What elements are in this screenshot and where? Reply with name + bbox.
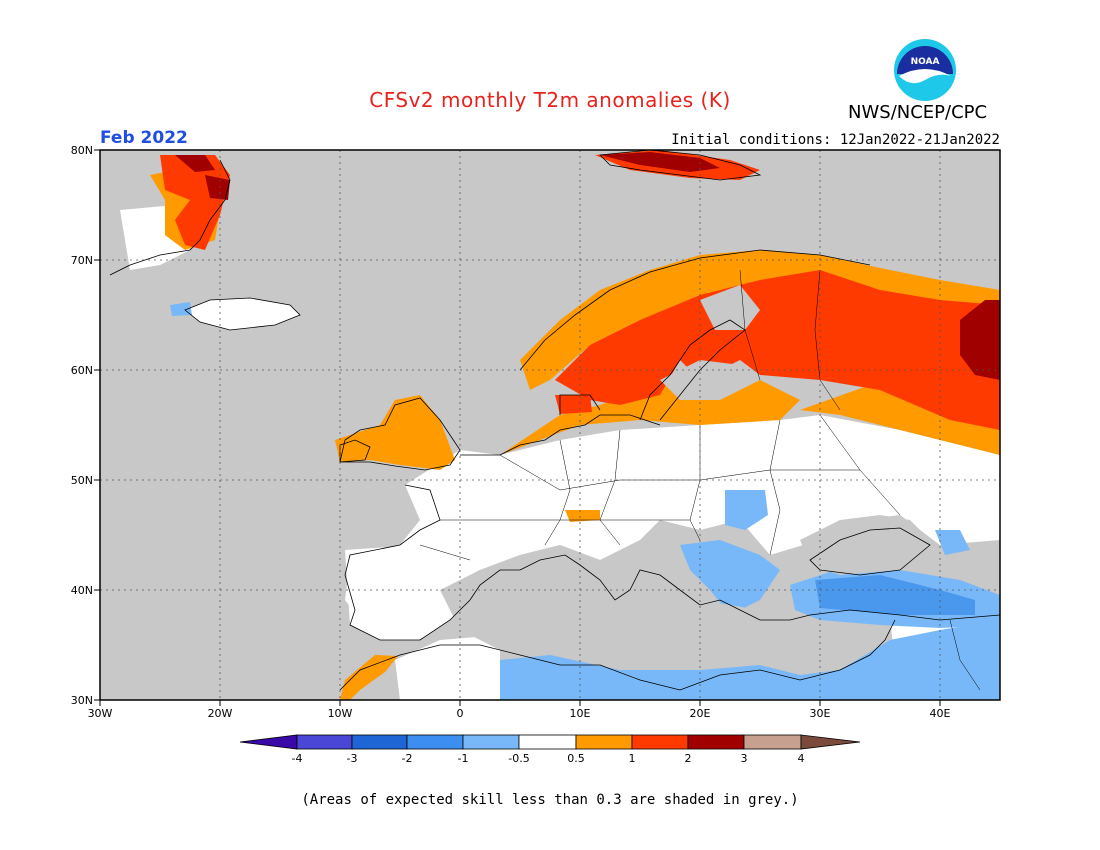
coastlines bbox=[109, 150, 1000, 691]
region-warmer-scandinavia bbox=[555, 270, 1000, 430]
colorbar-swatch bbox=[518, 734, 577, 750]
region-cool-black-sea-ne bbox=[935, 530, 970, 555]
forecast-month: Feb 2022 bbox=[100, 128, 188, 148]
colorbar-label: -3 bbox=[347, 752, 358, 765]
chart-title: CFSv2 monthly T2m anomalies (K) bbox=[369, 88, 731, 112]
region-neutral-iceland bbox=[185, 298, 300, 330]
x-tick-label: 20W bbox=[208, 707, 233, 720]
region-lowskill-black-sea bbox=[800, 515, 935, 575]
region-hot-russia-east bbox=[960, 300, 1000, 380]
anomaly-regions bbox=[120, 150, 1000, 700]
region-lowskill-baltic bbox=[660, 360, 760, 400]
colorbar-label: -4 bbox=[292, 752, 303, 765]
y-tick-label: 50N bbox=[71, 474, 93, 487]
colorbar-label: 0.5 bbox=[567, 752, 585, 765]
ticks bbox=[94, 149, 941, 706]
colorbar-label: 4 bbox=[798, 752, 805, 765]
region-warm-alps bbox=[565, 510, 600, 522]
x-tick-label: 0 bbox=[457, 707, 464, 720]
svg-text:NOAA: NOAA bbox=[911, 57, 940, 67]
colorbar-label: -0.5 bbox=[508, 752, 529, 765]
colorbar-label: -1 bbox=[458, 752, 469, 765]
region-warm-russia-south bbox=[800, 385, 1000, 455]
x-tick-label: 10E bbox=[570, 707, 591, 720]
colorbar-label: -2 bbox=[402, 752, 413, 765]
y-tick-label: 80N bbox=[71, 144, 93, 157]
colorbar-low-arrow bbox=[239, 734, 298, 750]
region-cool-balkans bbox=[680, 540, 780, 615]
region-warm-british-isles bbox=[335, 395, 455, 470]
noaa-logo: NOAA bbox=[894, 39, 956, 101]
colorbar: -4 -3 -2 -1 -0.5 0.5 1 2 3 4 bbox=[239, 734, 861, 765]
region-warm-scandinavia-coast bbox=[520, 250, 1000, 390]
y-axis-labels: 80N 70N 60N 50N 40N 30N bbox=[71, 144, 93, 707]
agency-label: NWS/NCEP/CPC bbox=[848, 102, 988, 123]
colorbar-label: 2 bbox=[685, 752, 692, 765]
x-axis-labels: 30W 20W 10W 0 10E 20E 30E 40E bbox=[88, 707, 951, 720]
region-warm-morocco bbox=[340, 655, 398, 700]
colorbar-swatch bbox=[687, 734, 745, 750]
region-hot-svalbard bbox=[600, 152, 720, 172]
region-hot-greenland-north bbox=[175, 155, 215, 172]
x-tick-label: 40E bbox=[930, 707, 951, 720]
y-tick-label: 70N bbox=[71, 254, 93, 267]
region-lowskill-scandinavia-interior bbox=[700, 285, 760, 330]
region-neutral-iberia bbox=[345, 545, 480, 640]
y-tick-label: 60N bbox=[71, 364, 93, 377]
colorbar-swatch bbox=[351, 734, 408, 750]
y-tick-label: 40N bbox=[71, 584, 93, 597]
colorbar-swatch bbox=[462, 734, 520, 750]
region-neutral-central-europe bbox=[345, 415, 1000, 620]
region-cool-carpathians bbox=[725, 490, 768, 530]
initial-conditions: Initial conditions: 12Jan2022-21Jan2022 bbox=[671, 132, 1000, 148]
colorbar-swatch bbox=[743, 734, 802, 750]
colorbar-swatch bbox=[631, 734, 689, 750]
graticule bbox=[100, 150, 1000, 700]
colorbar-high-arrow bbox=[800, 734, 861, 750]
x-tick-label: 30W bbox=[88, 707, 113, 720]
x-tick-label: 30E bbox=[810, 707, 831, 720]
y-tick-label: 30N bbox=[71, 694, 93, 707]
region-cool-north-africa bbox=[500, 620, 1000, 700]
region-cooler-iceland-west bbox=[170, 302, 192, 316]
colorbar-swatch bbox=[575, 734, 633, 750]
region-cooler-turkey bbox=[815, 575, 975, 615]
region-hot-greenland-east bbox=[205, 175, 230, 200]
colorbar-swatch bbox=[296, 734, 353, 750]
colorbar-label: 3 bbox=[741, 752, 748, 765]
map-frame bbox=[99, 149, 1001, 701]
colorbar-swatch bbox=[406, 734, 464, 750]
colorbar-label: 1 bbox=[629, 752, 636, 765]
region-neutral-north-africa bbox=[395, 635, 500, 700]
x-tick-label: 20E bbox=[690, 707, 711, 720]
region-lowskill-mediterranean bbox=[440, 545, 800, 665]
skill-footnote: (Areas of expected skill less than 0.3 a… bbox=[301, 792, 799, 808]
x-tick-label: 10W bbox=[328, 707, 353, 720]
region-warmer-denmark bbox=[555, 395, 592, 414]
